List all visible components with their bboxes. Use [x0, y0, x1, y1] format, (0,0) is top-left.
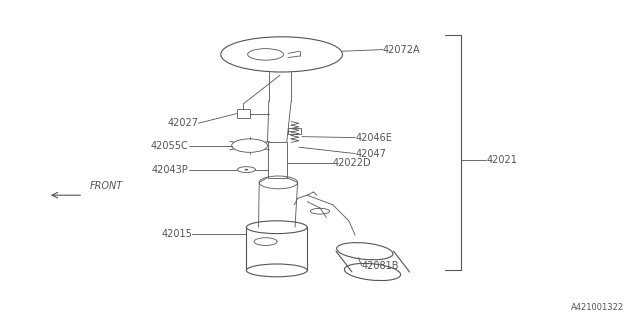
- Ellipse shape: [245, 169, 248, 170]
- Text: 42015: 42015: [161, 228, 192, 239]
- Text: A421001322: A421001322: [571, 303, 624, 312]
- Text: 42081B: 42081B: [362, 260, 399, 271]
- Bar: [268, 142, 287, 178]
- Text: 42027: 42027: [168, 118, 198, 128]
- Text: 42046E: 42046E: [355, 132, 392, 143]
- Text: 42055C: 42055C: [151, 140, 189, 151]
- Text: 42022D: 42022D: [333, 158, 371, 168]
- Text: 42043P: 42043P: [152, 164, 189, 175]
- Text: 42072A: 42072A: [383, 44, 420, 55]
- Text: 42047: 42047: [355, 148, 386, 159]
- Text: FRONT: FRONT: [90, 180, 123, 191]
- Bar: [237, 109, 250, 118]
- Text: 42021: 42021: [486, 155, 517, 165]
- Bar: [288, 128, 301, 134]
